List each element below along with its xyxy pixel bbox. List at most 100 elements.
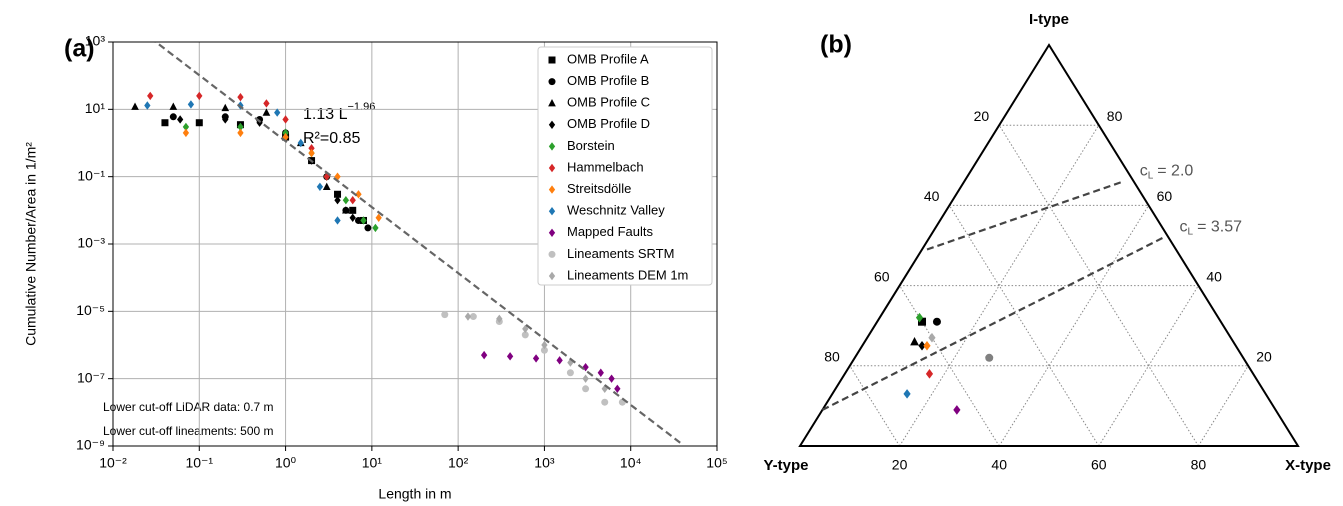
marker [349,195,356,205]
marker [334,216,341,225]
marker [237,92,244,102]
cl-label-main: c [1180,219,1188,236]
legend-label: Weschnitz Valley [567,203,665,218]
x-tick-label: 60 [1091,457,1107,473]
marker [540,346,548,354]
legend-marker [548,99,556,107]
legend [537,46,713,286]
marker [441,311,449,319]
marker [582,385,590,393]
y-tick-label: 10⁻⁹ [76,437,105,453]
r2-label: R²=0.85 [303,130,360,147]
axes-frame [112,41,718,447]
marker [903,389,911,399]
marker [521,331,529,339]
marker [282,128,289,138]
marker [182,122,190,132]
legend-label: Lineaments DEM 1m [567,267,688,282]
grid-line [948,205,1100,447]
x-tick-label: 80 [1191,457,1207,473]
y-tick-label: 10¹ [85,100,106,116]
marker [144,101,151,110]
marker [364,224,372,232]
marker [469,313,477,321]
marker [308,148,315,158]
y-axis-label: Cumulative Number/Area in 1/m² [23,142,39,346]
x-tick-label: 10³ [534,455,555,471]
marker [910,336,919,346]
marker [282,115,289,124]
legend-label: Borstein [567,138,615,153]
marker [237,122,244,132]
x-tick-label: 10⁰ [275,455,297,471]
legend-label: Streitsdölle [567,181,631,196]
marker [506,352,514,361]
vertex-label: X-type [1285,457,1331,474]
marker [297,138,304,148]
panel-label: (b) [820,31,852,59]
legend-marker [548,271,556,281]
legend-marker [548,78,556,86]
x-tick-label: 40 [991,457,1007,473]
marker [342,206,350,214]
marker [322,182,331,190]
legend-label: OMB Profile B [567,73,649,88]
legend-label: Mapped Faults [567,224,653,239]
y-tick-label: 10³ [85,33,106,49]
legend-label: OMB Profile C [567,95,650,110]
i-tick-label: 60 [1157,188,1173,204]
marker [480,350,488,360]
marker [169,113,177,121]
marker [334,190,342,198]
x-axis-label: Length in m [378,486,451,502]
marker [953,405,961,415]
y-tick-label: 40 [924,188,940,204]
legend-marker [548,142,556,151]
i-tick-label: 20 [1256,349,1272,365]
marker [274,108,281,117]
marker [923,340,931,351]
marker [161,119,169,127]
marker [566,369,574,377]
marker [182,128,190,138]
triangle-frame [798,43,1300,447]
i-tick-label: 40 [1206,268,1222,284]
y-tick-label: 60 [874,268,890,284]
marker [532,354,540,363]
marker [355,190,362,199]
annotation: Lower cut-off lineaments: 500 m [103,424,274,438]
legend-marker [548,228,556,237]
legend-label: Lineaments SRTM [567,246,674,261]
marker [915,312,924,323]
marker [918,317,927,326]
x-tick-label: 10⁵ [706,455,727,471]
y-tick-label: 10⁻³ [77,235,105,251]
marker [282,132,289,142]
marker [342,195,350,205]
y-tick-label: 10⁻¹ [77,167,105,183]
cl-label: cL = 2.0 [1140,163,1194,181]
y-tick-label: 80 [824,349,840,365]
marker [496,314,503,324]
marker [222,115,229,124]
x-tick-label: 20 [892,457,908,473]
marker [614,384,621,394]
y-tick-label: 20 [974,108,990,124]
marker [541,340,548,350]
cl-line [821,236,1165,411]
legend-marker [548,56,556,64]
legend-label: OMB Profile A [567,51,649,66]
marker [928,332,936,343]
cl-label-sub: L [1148,170,1154,181]
marker [308,144,315,153]
x-tick-label: 10⁻² [99,455,127,471]
marker [918,340,926,351]
marker [349,206,357,214]
x-tick-label: 10² [448,455,469,471]
marker [334,195,341,205]
marker [221,103,230,112]
fit-label: 1.13 L−1.96 [303,101,375,123]
marker [582,374,589,383]
x-tick-label: 10⁻¹ [185,455,213,471]
